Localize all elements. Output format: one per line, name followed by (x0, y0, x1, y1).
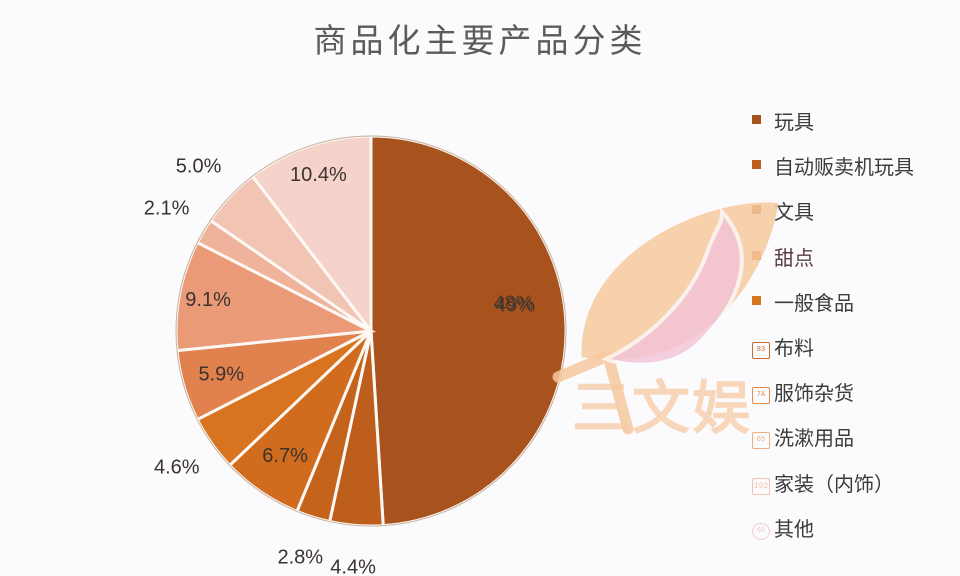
svg-text:5.9%: 5.9% (199, 363, 245, 385)
svg-text:三文娱: 三文娱 (572, 376, 752, 441)
svg-text:10.4%: 10.4% (290, 164, 347, 186)
svg-text:2.1%: 2.1% (144, 198, 190, 220)
svg-text:2.8%: 2.8% (278, 546, 324, 568)
svg-text:5.0%: 5.0% (176, 155, 222, 177)
svg-text:4.6%: 4.6% (154, 457, 200, 479)
svg-text:4.4%: 4.4% (330, 556, 376, 576)
svg-text:49%: 49% (495, 294, 535, 316)
svg-text:9.1%: 9.1% (185, 289, 231, 311)
svg-text:6.7%: 6.7% (262, 445, 308, 467)
